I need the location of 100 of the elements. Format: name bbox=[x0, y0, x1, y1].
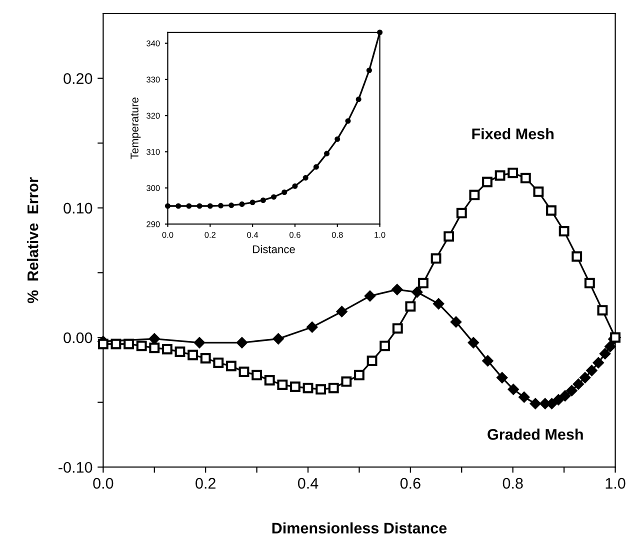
y-axis-title: Temperature bbox=[130, 98, 141, 160]
point bbox=[518, 392, 530, 403]
point bbox=[124, 338, 134, 350]
point bbox=[558, 226, 570, 236]
point bbox=[592, 357, 604, 368]
point bbox=[494, 170, 506, 181]
point bbox=[136, 340, 147, 352]
point bbox=[174, 346, 186, 357]
point bbox=[313, 164, 319, 170]
point bbox=[260, 197, 266, 204]
point bbox=[456, 208, 467, 218]
point bbox=[316, 384, 326, 395]
point bbox=[282, 189, 288, 196]
point bbox=[430, 253, 442, 264]
point bbox=[482, 355, 494, 366]
point bbox=[432, 298, 444, 310]
point bbox=[176, 203, 182, 209]
point bbox=[508, 384, 519, 395]
point bbox=[228, 202, 234, 208]
x-tick-label: 0.0 bbox=[93, 478, 114, 489]
x-tick-label: 0.0 bbox=[162, 232, 174, 238]
text: Fixed Mesh bbox=[472, 128, 554, 140]
x-tick-label: 1.0 bbox=[374, 232, 386, 238]
x-tick-label: 0.2 bbox=[204, 232, 216, 238]
point bbox=[336, 306, 348, 318]
y-tick-label: 290 bbox=[146, 221, 160, 228]
y-tick-label: 0.00 bbox=[64, 332, 92, 344]
point bbox=[239, 201, 245, 207]
point bbox=[496, 372, 508, 384]
y-axis-title: % Relative Error bbox=[27, 177, 38, 304]
point bbox=[270, 194, 277, 200]
point bbox=[250, 200, 256, 206]
y-tick-label: 330 bbox=[146, 76, 160, 83]
point bbox=[444, 231, 454, 242]
point bbox=[236, 337, 248, 348]
point bbox=[482, 176, 492, 188]
point bbox=[218, 202, 224, 208]
y-tick-label: 340 bbox=[146, 40, 160, 46]
point bbox=[597, 305, 608, 316]
point bbox=[277, 380, 288, 390]
point bbox=[579, 372, 591, 384]
y-tick-label: 0.20 bbox=[64, 73, 92, 84]
point bbox=[341, 376, 352, 387]
series-label: Graded Mesh bbox=[488, 428, 583, 440]
point bbox=[572, 378, 584, 390]
point bbox=[272, 333, 284, 344]
y-tick-label: -0.10 bbox=[58, 462, 92, 473]
point bbox=[366, 68, 372, 74]
point bbox=[148, 333, 160, 344]
point bbox=[306, 322, 318, 333]
x-tick-label: 0.8 bbox=[332, 232, 343, 238]
point bbox=[98, 338, 108, 350]
point bbox=[200, 353, 211, 364]
x-tick-label: 0.6 bbox=[400, 478, 420, 489]
point bbox=[110, 338, 122, 350]
point bbox=[162, 344, 172, 354]
point bbox=[302, 175, 308, 181]
point bbox=[238, 366, 250, 378]
point bbox=[599, 348, 611, 360]
point bbox=[149, 342, 160, 354]
point bbox=[207, 203, 213, 209]
y-tick-label: 0.10 bbox=[64, 202, 92, 214]
y-tick-label: 310 bbox=[146, 148, 160, 155]
point bbox=[292, 183, 298, 189]
point bbox=[584, 278, 595, 288]
point bbox=[324, 150, 330, 156]
point bbox=[392, 323, 403, 334]
point bbox=[194, 337, 206, 348]
x-axis-title: Dimensionless Distance bbox=[272, 522, 447, 534]
y-tick-label: 300 bbox=[146, 185, 160, 192]
x-tick-label: 1.0 bbox=[606, 478, 626, 489]
point bbox=[252, 370, 262, 380]
point bbox=[530, 398, 541, 410]
point bbox=[450, 316, 462, 328]
point bbox=[469, 190, 480, 200]
point bbox=[264, 375, 275, 386]
point bbox=[566, 385, 578, 396]
point bbox=[226, 360, 236, 372]
point bbox=[354, 370, 364, 380]
point bbox=[392, 284, 403, 296]
point bbox=[546, 205, 556, 216]
point bbox=[345, 118, 351, 124]
point bbox=[520, 172, 531, 184]
point bbox=[334, 136, 340, 142]
point bbox=[604, 340, 616, 352]
point bbox=[508, 168, 518, 178]
point bbox=[552, 394, 564, 406]
point bbox=[586, 364, 598, 376]
point bbox=[328, 382, 339, 394]
point bbox=[302, 382, 314, 394]
point bbox=[418, 278, 428, 288]
point bbox=[196, 203, 202, 209]
point bbox=[572, 251, 582, 262]
y-tick-label: 320 bbox=[146, 112, 160, 119]
point bbox=[559, 390, 571, 402]
point bbox=[356, 96, 362, 102]
point bbox=[533, 186, 544, 197]
x-tick-label: 0.6 bbox=[290, 232, 300, 238]
x-tick-label: 0.8 bbox=[502, 478, 523, 489]
x-tick-label: 0.2 bbox=[196, 478, 216, 489]
